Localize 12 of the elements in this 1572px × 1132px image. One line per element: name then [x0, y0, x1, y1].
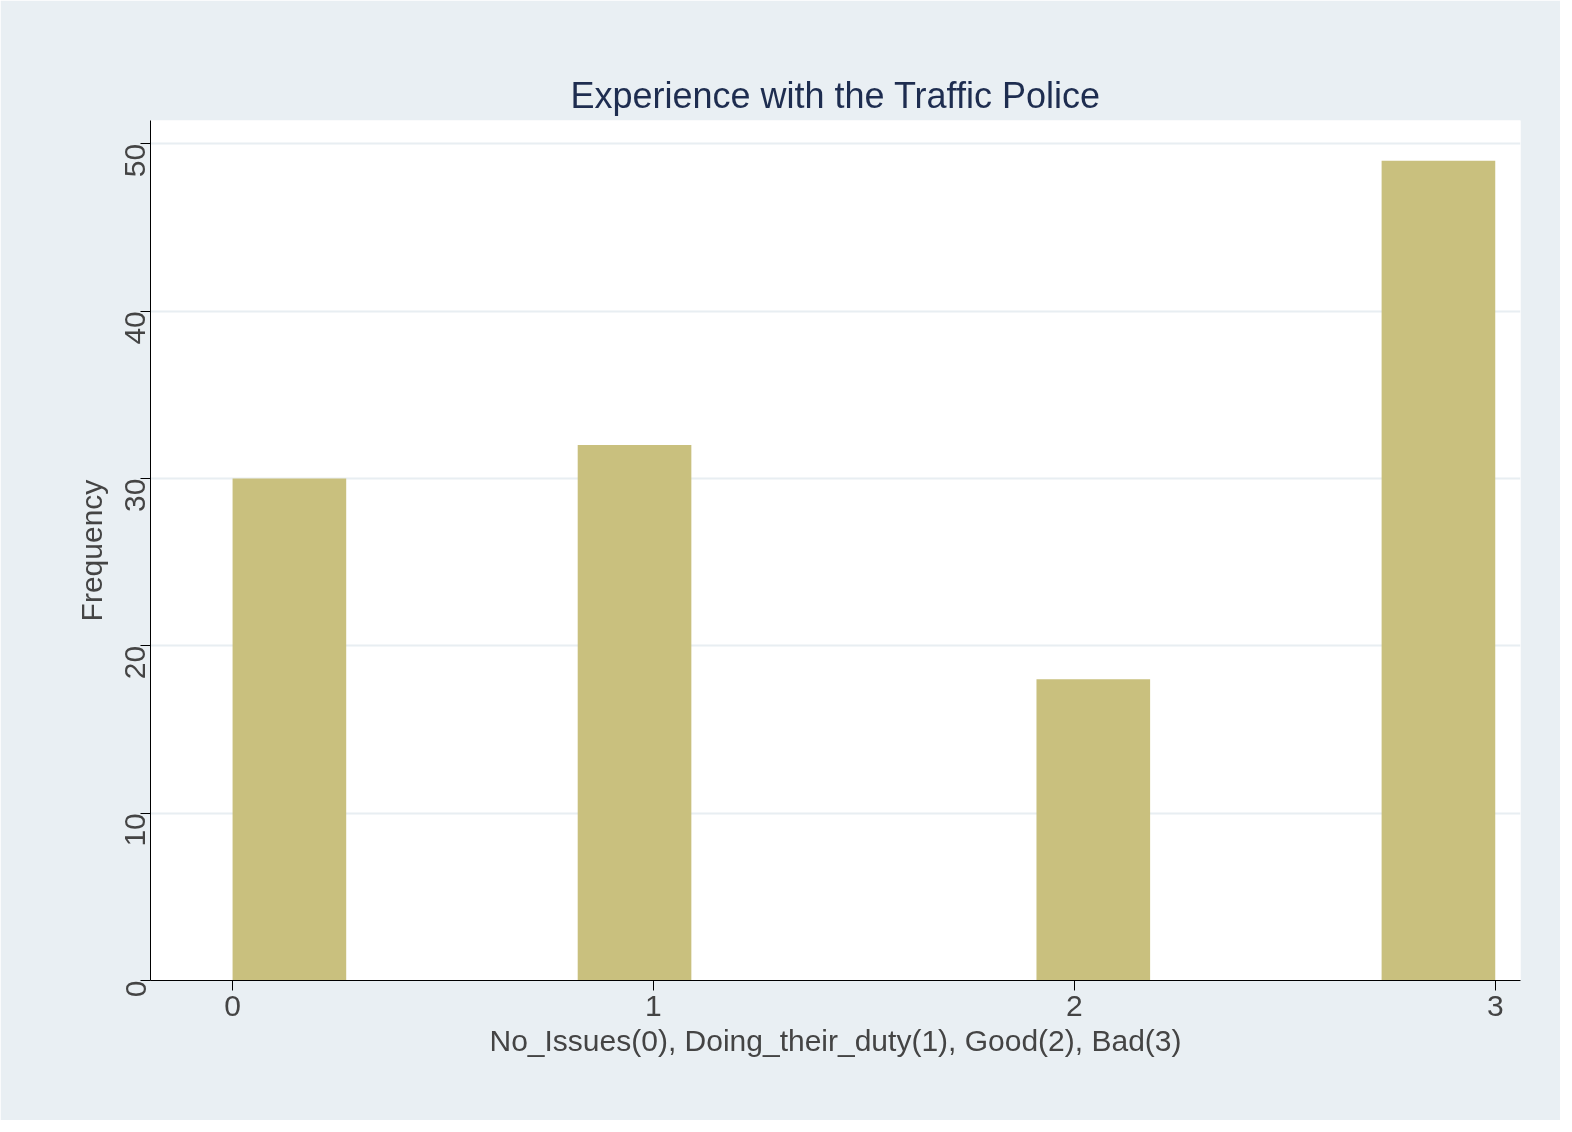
- y-tick-label: 30: [118, 478, 152, 512]
- y-tick-label: 10: [118, 813, 152, 847]
- x-tick-label: 0: [224, 988, 241, 1022]
- x-tick-label: 3: [1486, 988, 1504, 1022]
- y-tick-label: 50: [118, 143, 152, 178]
- x-tick-label: 1: [645, 988, 662, 1022]
- y-axis-title: Frequency: [74, 479, 108, 622]
- x-axis-title: No_Issues(0), Doing_their_duty(1), Good(2), Bad(3): [489, 1023, 1182, 1057]
- x-tick-label: 2: [1066, 988, 1083, 1022]
- chart-title: Experience with the Traffic Police: [570, 74, 1100, 116]
- y-tick-label: 20: [118, 645, 152, 680]
- y-tick-label: 40: [118, 311, 152, 345]
